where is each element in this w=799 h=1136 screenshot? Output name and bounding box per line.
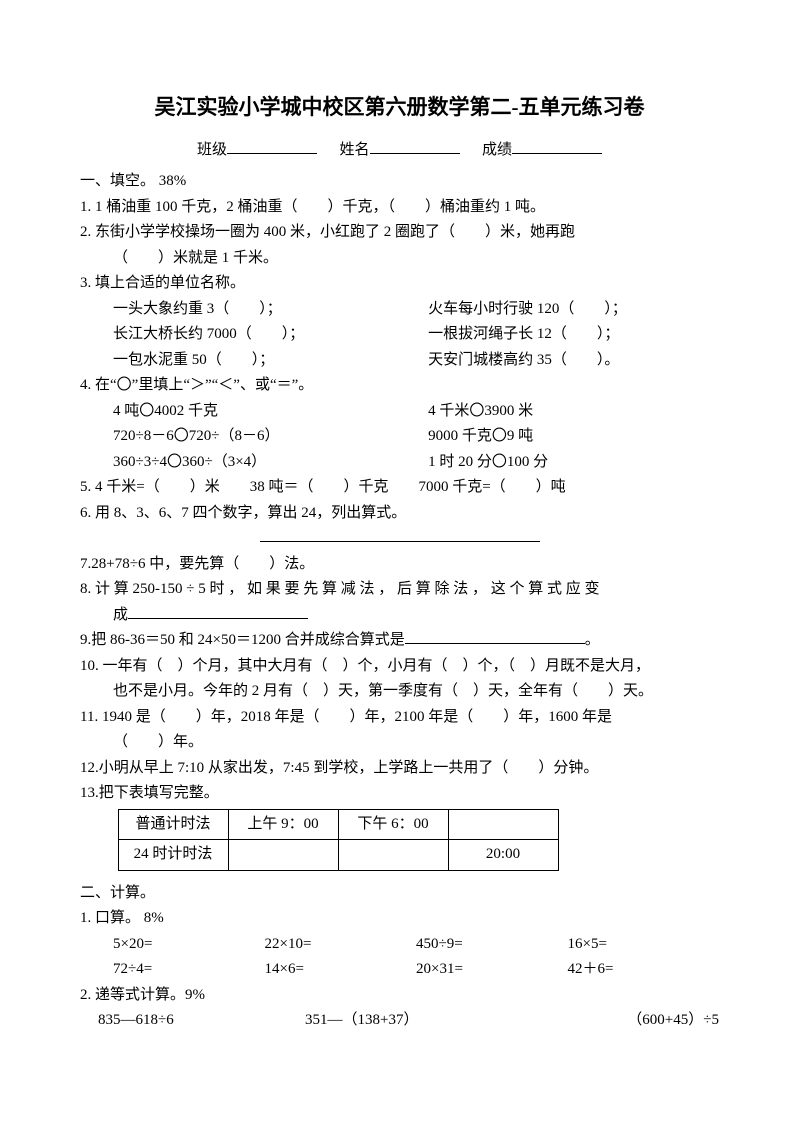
cell-r1c1: 普通计时法: [118, 809, 228, 840]
q11b: （ ）年。: [80, 730, 719, 756]
q10a: 10. 一年有（ ）个月，其中大月有（ ）个，小月有（ ）个，（ ）月既不是大月…: [80, 654, 719, 680]
q4-r3b: 1 时 20 分〇100 分: [428, 450, 719, 476]
q2-line2: （ ）米就是 1 千米。: [80, 246, 719, 272]
mc-r1c4: 16×5=: [568, 932, 720, 958]
mental-row2: 72÷4= 14×6= 20×31= 42＋6=: [80, 957, 719, 983]
s2-q2: 2. 递等式计算。9%: [80, 983, 719, 1009]
q6-blank: [80, 526, 719, 552]
q13: 13.把下表填写完整。: [80, 781, 719, 807]
q3-r3a: 一包水泥重 50（ ）；: [113, 348, 428, 374]
q6: 6. 用 8、3、6、7 四个数字，算出 24，列出算式。: [80, 501, 719, 527]
q11a: 11. 1940 是（ ）年，2018 年是（ ）年，2100 年是（ ）年，1…: [80, 705, 719, 731]
q3-r2a: 长江大桥长约 7000（ ）；: [113, 322, 428, 348]
q3-r1a: 一头大象约重 3（ ）；: [113, 297, 428, 323]
mental-row1: 5×20= 22×10= 450÷9= 16×5=: [80, 932, 719, 958]
mc-r2c3: 20×31=: [416, 957, 568, 983]
q4-r1b: 4 千米〇3900 米: [428, 399, 719, 425]
cell-r1c4: [448, 809, 558, 840]
time-table: 普通计时法 上午 9：00 下午 6：00 24 时计时法 20:00: [118, 809, 559, 871]
page-title: 吴江实验小学城中校区第六册数学第二-五单元练习卷: [80, 90, 719, 126]
q3: 3. 填上合适的单位名称。: [80, 271, 719, 297]
q4-row2: 720÷8－6〇720÷（8－6） 9000 千克〇9 吨: [80, 424, 719, 450]
q3-r2b: 一根拔河绳子长 12（ ）；: [428, 322, 719, 348]
q3-row3: 一包水泥重 50（ ）； 天安门城楼高约 35（ ）。: [80, 348, 719, 374]
q12: 12.小明从早上 7:10 从家出发，7:45 到学校，上学路上一共用了（ ）分…: [80, 756, 719, 782]
table-row: 24 时计时法 20:00: [118, 840, 558, 871]
q8-blank: [128, 604, 308, 619]
q5: 5. 4 千米=（ ）米 38 吨＝（ ）千克 7000 千克=（ ）吨: [80, 475, 719, 501]
mc-r2c2: 14×6=: [265, 957, 417, 983]
name-blank: [370, 139, 460, 154]
expr-row: 835—618÷6 351—（138+37） （600+45）÷5: [80, 1008, 719, 1034]
q3-row2: 长江大桥长约 7000（ ）； 一根拔河绳子长 12（ ）；: [80, 322, 719, 348]
mc-r2c4: 42＋6=: [568, 957, 720, 983]
q4-r2b: 9000 千克〇9 吨: [428, 424, 719, 450]
s2-q1: 1. 口算。 8%: [80, 906, 719, 932]
section-1: 一、填空。 38% 1. 1 桶油重 100 千克，2 桶油重（ ）千克，（ ）…: [80, 169, 719, 871]
q8b: 成: [80, 603, 719, 629]
q4: 4. 在“〇”里填上“＞”“＜”、或“＝”。: [80, 373, 719, 399]
mc-r2c1: 72÷4=: [113, 957, 265, 983]
q8a: 8. 计 算 250-150 ÷ 5 时 ， 如 果 要 先 算 减 法 ， 后…: [80, 577, 719, 603]
cell-r2c1: 24 时计时法: [118, 840, 228, 871]
s1-head: 一、填空。 38%: [80, 169, 719, 195]
q8b-text: 成: [113, 607, 128, 623]
mc-r1c2: 22×10=: [265, 932, 417, 958]
q2-line1: 2. 东街小学学校操场一圈为 400 米，小红跑了 2 圈跑了（ ）米，她再跑: [80, 220, 719, 246]
q3-row1: 一头大象约重 3（ ）； 火车每小时行驶 120（ ）；: [80, 297, 719, 323]
q4-row1: 4 吨〇4002 千克 4 千米〇3900 米: [80, 399, 719, 425]
q4-row3: 360÷3÷4〇360÷（3×4） 1 时 20 分〇100 分: [80, 450, 719, 476]
q7: 7.28+78÷6 中，要先算（ ）法。: [80, 552, 719, 578]
q4-r1a: 4 吨〇4002 千克: [113, 399, 428, 425]
cell-r2c4: 20:00: [448, 840, 558, 871]
expr1: 835—618÷6: [98, 1008, 305, 1034]
q10b: 也不是小月。今年的 2 月有（ ）天，第一季度有（ ）天，全年有（ ）天。: [80, 679, 719, 705]
cell-r1c3: 下午 6：00: [338, 809, 448, 840]
score-blank: [512, 139, 602, 154]
mc-r1c1: 5×20=: [113, 932, 265, 958]
s2-head: 二、计算。: [80, 881, 719, 907]
header-line: 班级 姓名 成绩: [80, 138, 719, 164]
expr2: 351—（138+37）: [305, 1008, 512, 1034]
q9-blank: [405, 629, 585, 644]
score-label: 成绩: [482, 142, 512, 158]
cell-r2c3: [338, 840, 448, 871]
q4-r2a: 720÷8－6〇720÷（8－6）: [113, 424, 428, 450]
table-row: 普通计时法 上午 9：00 下午 6：00: [118, 809, 558, 840]
section-2: 二、计算。 1. 口算。 8% 5×20= 22×10= 450÷9= 16×5…: [80, 881, 719, 1034]
q9: 9.把 86-36＝50 和 24×50＝1200 合并成综合算式是。: [80, 628, 719, 654]
q3-r3b: 天安门城楼高约 35（ ）。: [428, 348, 719, 374]
mc-r1c3: 450÷9=: [416, 932, 568, 958]
class-blank: [227, 139, 317, 154]
q1: 1. 1 桶油重 100 千克，2 桶油重（ ）千克，（ ）桶油重约 1 吨。: [80, 195, 719, 221]
class-label: 班级: [197, 142, 227, 158]
name-label: 姓名: [339, 142, 369, 158]
cell-r2c2: [228, 840, 338, 871]
q4-r3a: 360÷3÷4〇360÷（3×4）: [113, 450, 428, 476]
q3-r1b: 火车每小时行驶 120（ ）；: [428, 297, 719, 323]
cell-r1c2: 上午 9：00: [228, 809, 338, 840]
expr3: （600+45）÷5: [512, 1008, 719, 1034]
q9-text: 9.把 86-36＝50 和 24×50＝1200 合并成综合算式是: [80, 632, 405, 648]
